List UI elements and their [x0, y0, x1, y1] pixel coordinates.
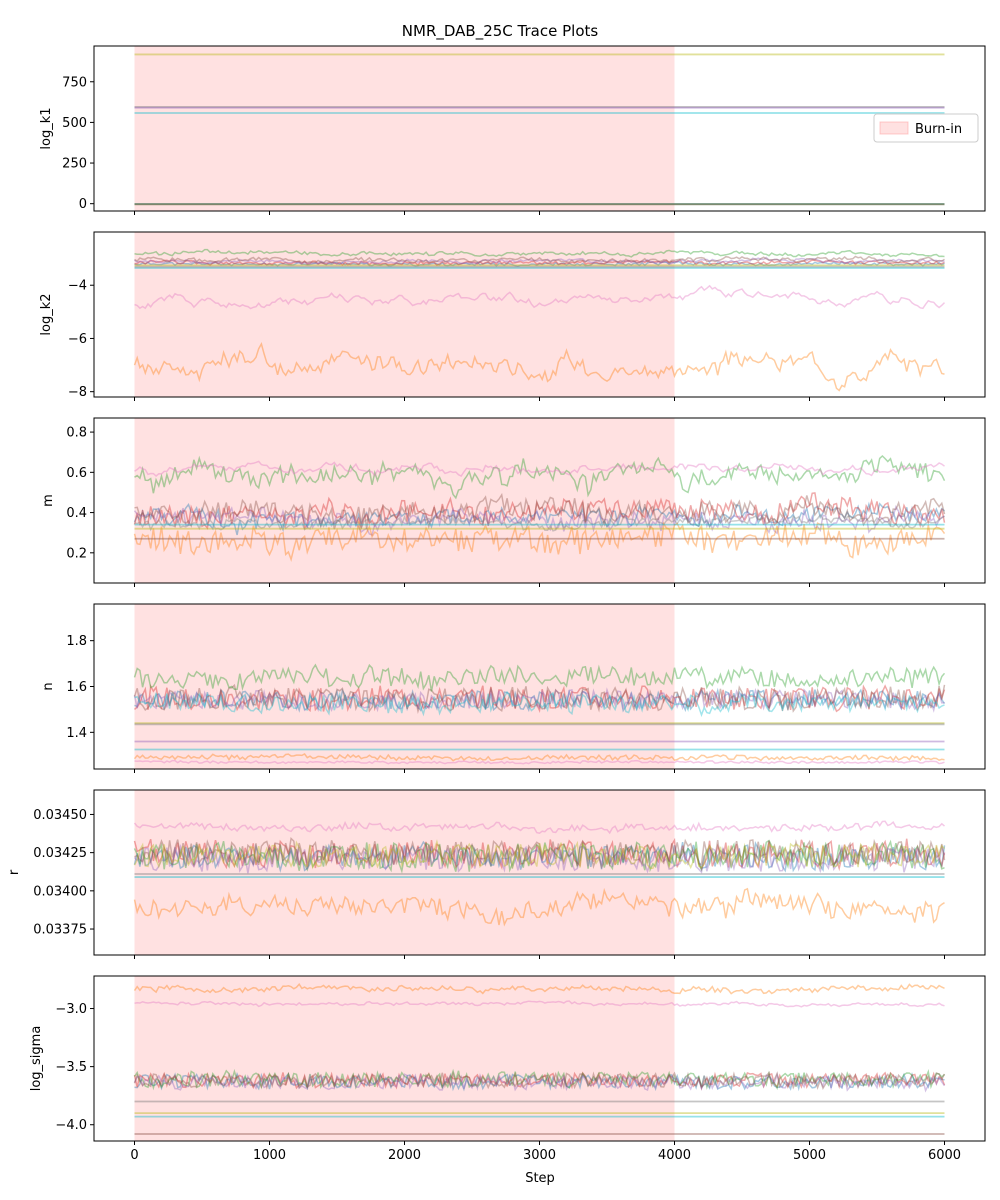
legend-label: Burn-in: [915, 122, 962, 137]
y-tick-label: 0.03425: [33, 846, 87, 861]
y-tick-label: −3.0: [55, 1002, 87, 1017]
y-tick-label: 0.03450: [33, 808, 87, 823]
y-tick-label: −4: [68, 279, 87, 294]
legend: Burn-in: [874, 114, 978, 142]
y-tick-label: 500: [62, 116, 87, 131]
y-tick-label: 0.8: [66, 426, 87, 441]
y-axis-label: log_k1: [39, 107, 54, 149]
y-tick-label: 0.6: [66, 466, 87, 481]
panel-log_k1: 0 250 500 750 log_k1 Burn-in: [39, 46, 985, 215]
panel-log_sigma: −4.0 −3.5 −3.0 log_sigma 0 1000 2000 3000 4000 50…: [29, 976, 985, 1163]
panel-n: 1.4 1.6 1.8 n: [41, 604, 985, 773]
y-axis-label: m: [41, 494, 56, 507]
x-tick-label: 6000: [928, 1148, 961, 1163]
y-tick-label: 0.03375: [33, 923, 87, 938]
y-tick-label: 0.4: [66, 506, 87, 521]
burn-in-region: [135, 790, 675, 955]
burn-in-region: [135, 604, 675, 769]
y-tick-label: 0.03400: [33, 884, 87, 899]
y-tick-label: −8: [68, 385, 87, 400]
x-tick-label: 2000: [388, 1148, 421, 1163]
panel-m: 0.2 0.4 0.6 0.8 m: [41, 418, 985, 587]
y-axis-label: log_k2: [39, 293, 54, 335]
y-tick-label: 1.4: [66, 726, 87, 741]
y-axis-label: n: [41, 682, 56, 690]
chart-title: NMR_DAB_25C Trace Plots: [402, 22, 599, 41]
x-axis-label: Step: [525, 1171, 555, 1186]
y-tick-label: −6: [68, 332, 87, 347]
x-tick-label: 4000: [658, 1148, 691, 1163]
y-tick-label: −3.5: [55, 1060, 87, 1075]
y-tick-label: 0.2: [66, 546, 87, 561]
y-tick-label: 1.8: [66, 634, 87, 649]
y-axis-label: r: [7, 869, 22, 875]
y-tick-label: 250: [62, 157, 87, 172]
panel-log_k2: −8 −6 −4 log_k2: [39, 232, 985, 401]
y-tick-label: −4.0: [55, 1118, 87, 1133]
y-tick-label: 1.6: [66, 680, 87, 695]
x-tick-label: 0: [130, 1148, 138, 1163]
legend-swatch: [880, 122, 908, 134]
x-tick-label: 5000: [793, 1148, 826, 1163]
y-tick-label: 0: [79, 197, 87, 212]
y-axis-label: log_sigma: [29, 1026, 44, 1092]
y-tick-label: 750: [62, 75, 87, 90]
burn-in-region: [135, 46, 675, 211]
panel-r: 0.03375 0.03400 0.03425 0.03450 r: [7, 790, 985, 959]
x-tick-label: 1000: [253, 1148, 286, 1163]
x-tick-label: 3000: [523, 1148, 556, 1163]
